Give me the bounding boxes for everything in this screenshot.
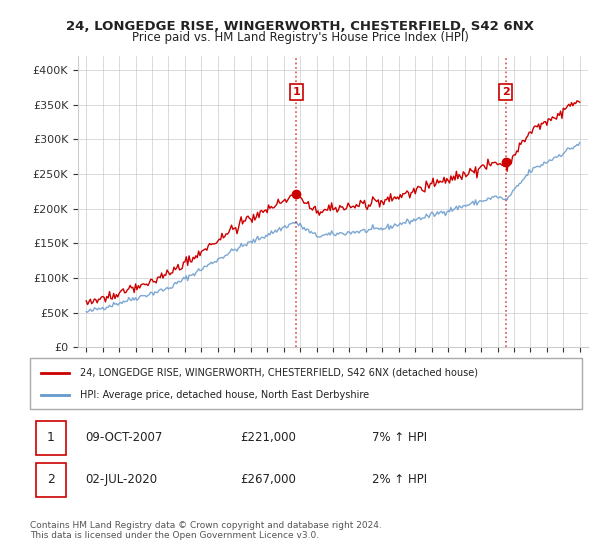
Text: 02-JUL-2020: 02-JUL-2020 — [85, 473, 157, 486]
Text: Price paid vs. HM Land Registry's House Price Index (HPI): Price paid vs. HM Land Registry's House … — [131, 31, 469, 44]
Text: 1: 1 — [47, 431, 55, 444]
Text: £221,000: £221,000 — [240, 431, 296, 444]
Text: 24, LONGEDGE RISE, WINGERWORTH, CHESTERFIELD, S42 6NX (detached house): 24, LONGEDGE RISE, WINGERWORTH, CHESTERF… — [80, 367, 478, 377]
Text: 2: 2 — [502, 87, 509, 97]
FancyBboxPatch shape — [35, 463, 66, 497]
Text: 2: 2 — [47, 473, 55, 486]
Text: 1: 1 — [292, 87, 300, 97]
Text: HPI: Average price, detached house, North East Derbyshire: HPI: Average price, detached house, Nort… — [80, 390, 369, 400]
Text: 09-OCT-2007: 09-OCT-2007 — [85, 431, 163, 444]
Text: £267,000: £267,000 — [240, 473, 296, 486]
Text: 7% ↑ HPI: 7% ↑ HPI — [372, 431, 427, 444]
FancyBboxPatch shape — [35, 421, 66, 455]
Text: 24, LONGEDGE RISE, WINGERWORTH, CHESTERFIELD, S42 6NX: 24, LONGEDGE RISE, WINGERWORTH, CHESTERF… — [66, 20, 534, 32]
FancyBboxPatch shape — [30, 358, 582, 409]
Text: 2% ↑ HPI: 2% ↑ HPI — [372, 473, 427, 486]
Text: Contains HM Land Registry data © Crown copyright and database right 2024.
This d: Contains HM Land Registry data © Crown c… — [30, 521, 382, 540]
